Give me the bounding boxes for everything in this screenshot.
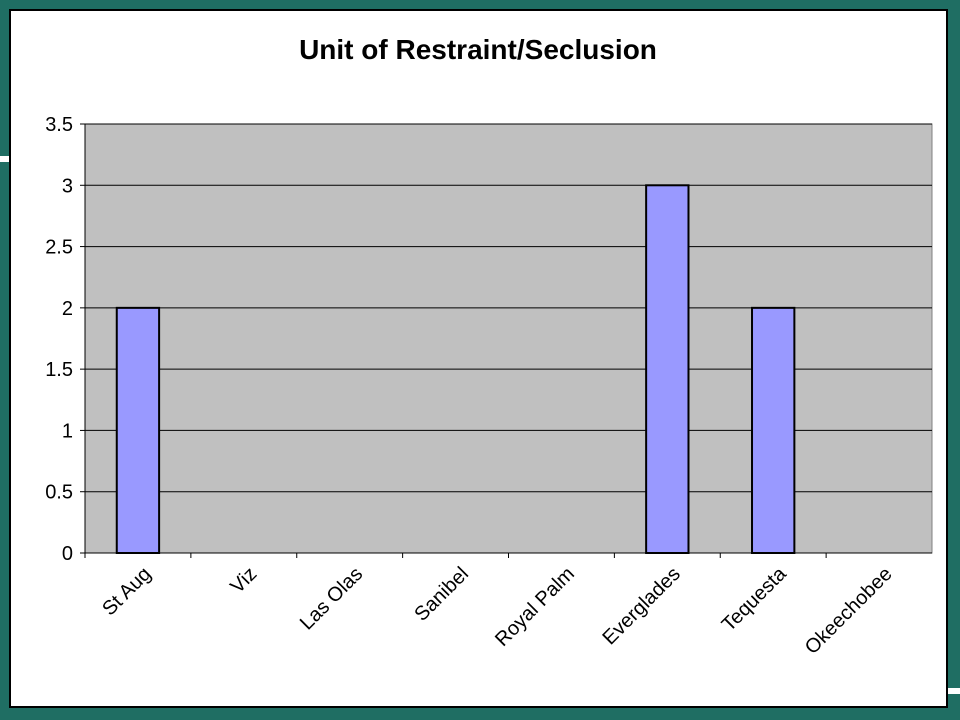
bar [645, 184, 690, 555]
chart-title: Unit of Restraint/Seclusion [299, 34, 657, 65]
y-tick-label: 2 [62, 298, 73, 320]
x-tick-label: Las Olas [296, 563, 367, 634]
y-tick-label: 1.5 [45, 359, 73, 381]
y-tick-label: 0 [62, 543, 73, 565]
x-tick-label: Everglades [599, 563, 685, 649]
bar-chart: Unit of Restraint/Seclusion 0 0.5 1 1.5 2 2.5… [45, 34, 933, 659]
x-tick-label: Tequesta [718, 562, 792, 636]
y-tick-label: 1 [62, 420, 73, 442]
decor-left-bar [0, 156, 9, 162]
plot-area: 0 0.5 1 1.5 2 2.5 3 3.5 St Aug Viz Las Olas Sanibel… [45, 114, 933, 659]
x-tick-label: Royal Palm [491, 563, 579, 651]
y-tick-label: 2.5 [45, 237, 73, 259]
x-tick-label: Sanibel [410, 563, 473, 626]
x-tick-label: St Aug [98, 563, 155, 620]
decor-right-bar [948, 688, 960, 694]
y-tick-label: 3 [62, 175, 73, 197]
y-tick-label: 0.5 [45, 482, 73, 504]
chart-slide: Unit of Restraint/Seclusion 0 0.5 1 1.5 2 2.5… [9, 9, 948, 708]
y-tick-label: 3.5 [45, 114, 73, 136]
bar [115, 306, 161, 554]
x-tick-label: Okeechobee [801, 563, 897, 659]
bar [751, 306, 796, 554]
x-tick-label: Viz [226, 563, 261, 598]
plot-background [84, 123, 933, 554]
